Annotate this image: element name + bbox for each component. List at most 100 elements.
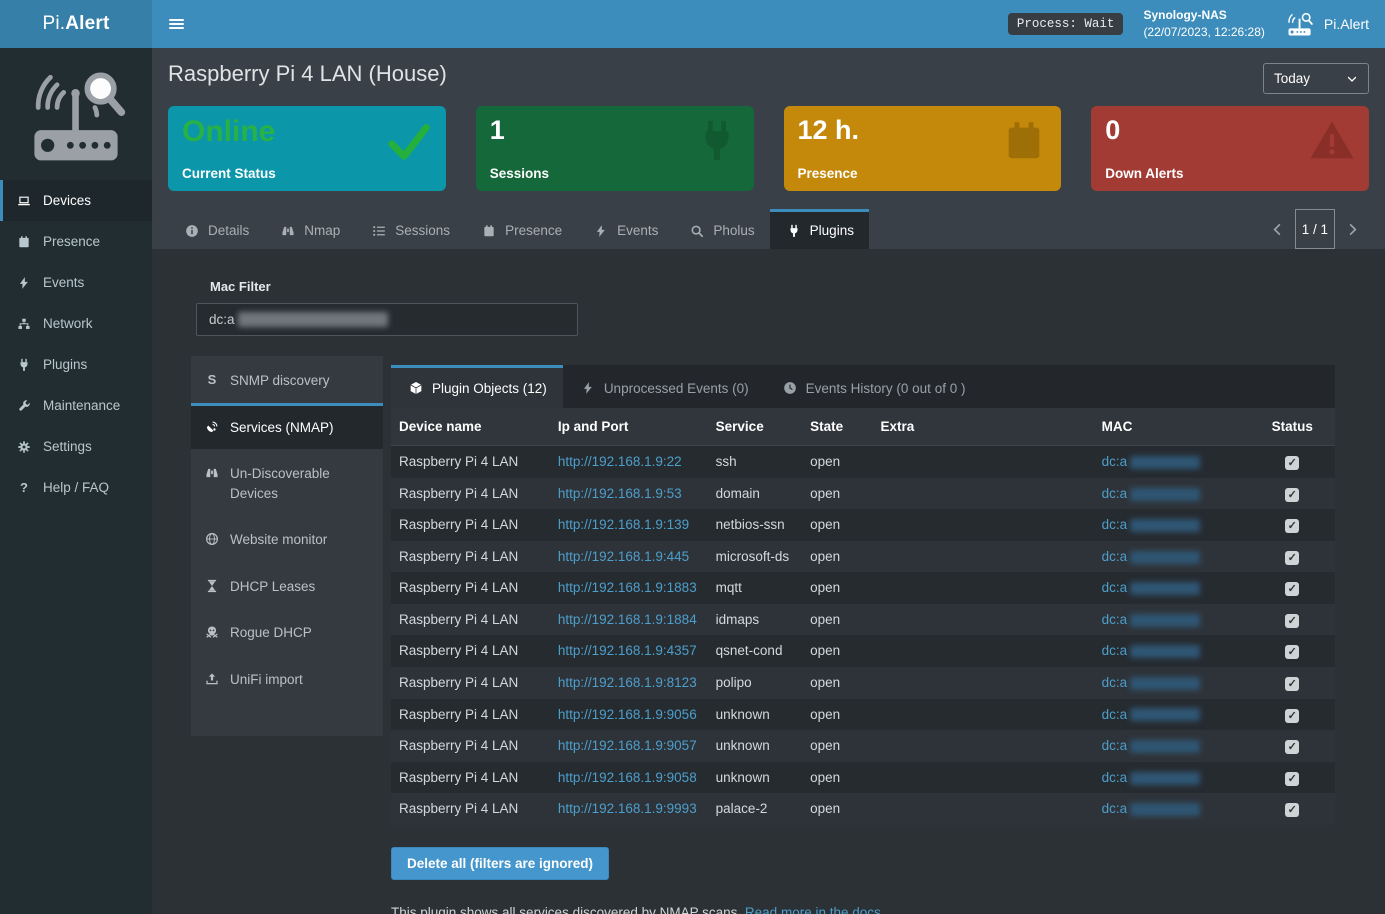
status-checkbox[interactable]: ✓ <box>1285 645 1300 660</box>
plugin-nav-services-nmap[interactable]: Services (NMAP) <box>191 402 383 450</box>
ip-port-link[interactable]: http://192.168.1.9:9993 <box>557 801 697 817</box>
status-checkbox[interactable]: ✓ <box>1285 771 1300 786</box>
plugin-nav-dhcp-leases[interactable]: DHCP Leases <box>191 562 383 609</box>
ip-port-link[interactable]: http://192.168.1.9:53 <box>557 485 682 501</box>
card-label: Down Alerts <box>1105 166 1184 181</box>
status-checkbox[interactable]: ✓ <box>1285 582 1300 597</box>
mac-link[interactable]: dc:a <box>1102 801 1201 816</box>
status-checkbox[interactable]: ✓ <box>1285 740 1300 755</box>
status-checkbox[interactable]: ✓ <box>1285 519 1300 534</box>
bolt-icon <box>579 381 597 395</box>
mac-link[interactable]: dc:a <box>1102 580 1201 595</box>
mac-link[interactable]: dc:a <box>1102 612 1201 627</box>
bolt-icon <box>592 224 610 238</box>
plugin-object-row: Raspberry Pi 4 LAN http://192.168.1.9:18… <box>391 572 1335 604</box>
plugin-nav-snmp-discovery[interactable]: S SNMP discovery <box>191 356 383 403</box>
ip-port-link[interactable]: http://192.168.1.9:4357 <box>557 643 697 659</box>
plugin-nav-unifi-import[interactable]: UniFi import <box>191 655 383 702</box>
tab-events[interactable]: Events <box>577 209 673 249</box>
brand-logo[interactable]: Pi. Alert <box>0 0 152 48</box>
mac-link[interactable]: dc:a <box>1102 517 1201 532</box>
cell-extra <box>873 604 1094 636</box>
next-page-button[interactable] <box>1335 209 1369 249</box>
ip-port-link[interactable]: http://192.168.1.9:9057 <box>557 738 697 754</box>
plug-icon <box>15 358 33 372</box>
plugin-nav-rogue-dhcp[interactable]: Rogue DHCP <box>191 608 383 655</box>
status-checkbox[interactable]: ✓ <box>1285 676 1300 691</box>
cell-state: open <box>810 643 841 659</box>
cell-service: qsnet-cond <box>715 643 783 659</box>
ip-port-link[interactable]: http://192.168.1.9:8123 <box>557 674 697 690</box>
s-letter-icon: S <box>207 372 217 387</box>
main-content: Raspberry Pi 4 LAN (House) Today Online … <box>152 48 1385 914</box>
mac-link[interactable]: dc:a <box>1102 643 1201 658</box>
cell-device-name: Raspberry Pi 4 LAN <box>399 485 519 501</box>
mac-filter-label: Mac Filter <box>210 279 271 294</box>
hamburger-menu-icon[interactable] <box>152 0 200 48</box>
tab-pholus[interactable]: Pholus <box>673 209 769 249</box>
tab-plugins[interactable]: Plugins <box>769 209 869 249</box>
status-checkbox[interactable]: ✓ <box>1285 487 1300 502</box>
mac-filter-value: dc:a <box>209 312 235 327</box>
cell-device-name: Raspberry Pi 4 LAN <box>399 674 519 690</box>
sidebar-item-network[interactable]: Network <box>0 303 152 344</box>
sidebar-item-help-faq[interactable]: ? Help / FAQ <box>0 467 152 508</box>
mac-link[interactable]: dc:a <box>1102 770 1201 785</box>
tab-sessions[interactable]: Sessions <box>355 209 465 249</box>
status-checkbox[interactable]: ✓ <box>1285 708 1300 723</box>
tab-details[interactable]: Details <box>168 209 264 249</box>
plugin-nav-website-monitor[interactable]: Website monitor <box>191 515 383 562</box>
ip-port-link[interactable]: http://192.168.1.9:9056 <box>557 706 697 722</box>
status-checkbox[interactable]: ✓ <box>1285 803 1300 818</box>
binoculars-icon <box>279 224 297 238</box>
sidebar-item-devices[interactable]: Devices <box>0 180 152 221</box>
ip-port-link[interactable]: http://192.168.1.9:445 <box>557 548 690 564</box>
period-select[interactable]: Today <box>1263 63 1369 94</box>
card-value: 1 <box>489 115 505 145</box>
card-value: 0 <box>1105 115 1121 145</box>
sidebar-item-settings[interactable]: Settings <box>0 426 152 467</box>
delete-all-button[interactable]: Delete all (filters are ignored) <box>391 846 610 880</box>
plugin-tab-unprocessed-events-0[interactable]: Unprocessed Events (0) <box>562 365 765 408</box>
cell-service: netbios-ssn <box>715 517 785 533</box>
top-bar: Pi. Alert Process: Wait Synology-NAS (22/… <box>0 0 1385 48</box>
summary-cards: Online Current Status 1 Sessions 12 h. P… <box>152 104 1385 209</box>
status-checkbox[interactable]: ✓ <box>1285 456 1300 470</box>
sidebar-item-label: Events <box>43 275 85 290</box>
mac-filter-input[interactable]: dc:a <box>196 303 578 336</box>
ip-port-link[interactable]: http://192.168.1.9:9058 <box>557 769 697 785</box>
page-title: Raspberry Pi 4 LAN (House) <box>168 61 447 86</box>
ip-port-link[interactable]: http://192.168.1.9:1883 <box>557 580 697 596</box>
sidebar-item-plugins[interactable]: Plugins <box>0 344 152 385</box>
status-checkbox[interactable]: ✓ <box>1285 550 1300 565</box>
plugin-tab-events-history-0-out-of-0[interactable]: Events History (0 out of 0 ) <box>764 365 982 408</box>
mac-link[interactable]: dc:a <box>1102 549 1201 564</box>
device-tab-label: Events <box>617 223 659 238</box>
app-chip[interactable]: Pi.Alert <box>1285 11 1369 37</box>
plugin-tab-plugin-objects-12[interactable]: Plugin Objects (12) <box>391 365 563 408</box>
ip-port-link[interactable]: http://192.168.1.9:22 <box>557 454 682 469</box>
plugin-object-row: Raspberry Pi 4 LAN http://192.168.1.9:90… <box>391 698 1335 731</box>
prev-page-button[interactable] <box>1261 209 1295 249</box>
ip-port-link[interactable]: http://192.168.1.9:139 <box>557 517 690 533</box>
sidebar-item-events[interactable]: Events <box>0 262 152 303</box>
list-icon <box>370 224 388 238</box>
tab-nmap[interactable]: Nmap <box>264 209 355 249</box>
plugin-tabs: Plugin Objects (12) Unprocessed Events (… <box>391 365 1335 408</box>
sidebar-item-presence[interactable]: Presence <box>0 221 152 262</box>
status-checkbox[interactable]: ✓ <box>1285 613 1300 628</box>
tab-presence[interactable]: Presence <box>465 209 577 249</box>
sidebar-item-maintenance[interactable]: Maintenance <box>0 385 152 426</box>
docs-link[interactable]: Read more in the docs. <box>744 904 885 914</box>
mac-link[interactable]: dc:a <box>1102 486 1201 501</box>
mac-link[interactable]: dc:a <box>1102 454 1201 469</box>
device-tab-label: Sessions <box>395 223 451 238</box>
ip-port-link[interactable]: http://192.168.1.9:1884 <box>557 611 697 627</box>
summary-card-presence: 12 h. Presence <box>783 106 1062 191</box>
cell-extra <box>873 509 1094 541</box>
plugin-nav-un-discoverable-devices[interactable]: Un-Discoverable Devices <box>191 449 383 515</box>
cell-extra <box>873 667 1094 699</box>
mac-link[interactable]: dc:a <box>1102 675 1201 690</box>
mac-link[interactable]: dc:a <box>1102 707 1201 722</box>
mac-link[interactable]: dc:a <box>1102 738 1201 753</box>
